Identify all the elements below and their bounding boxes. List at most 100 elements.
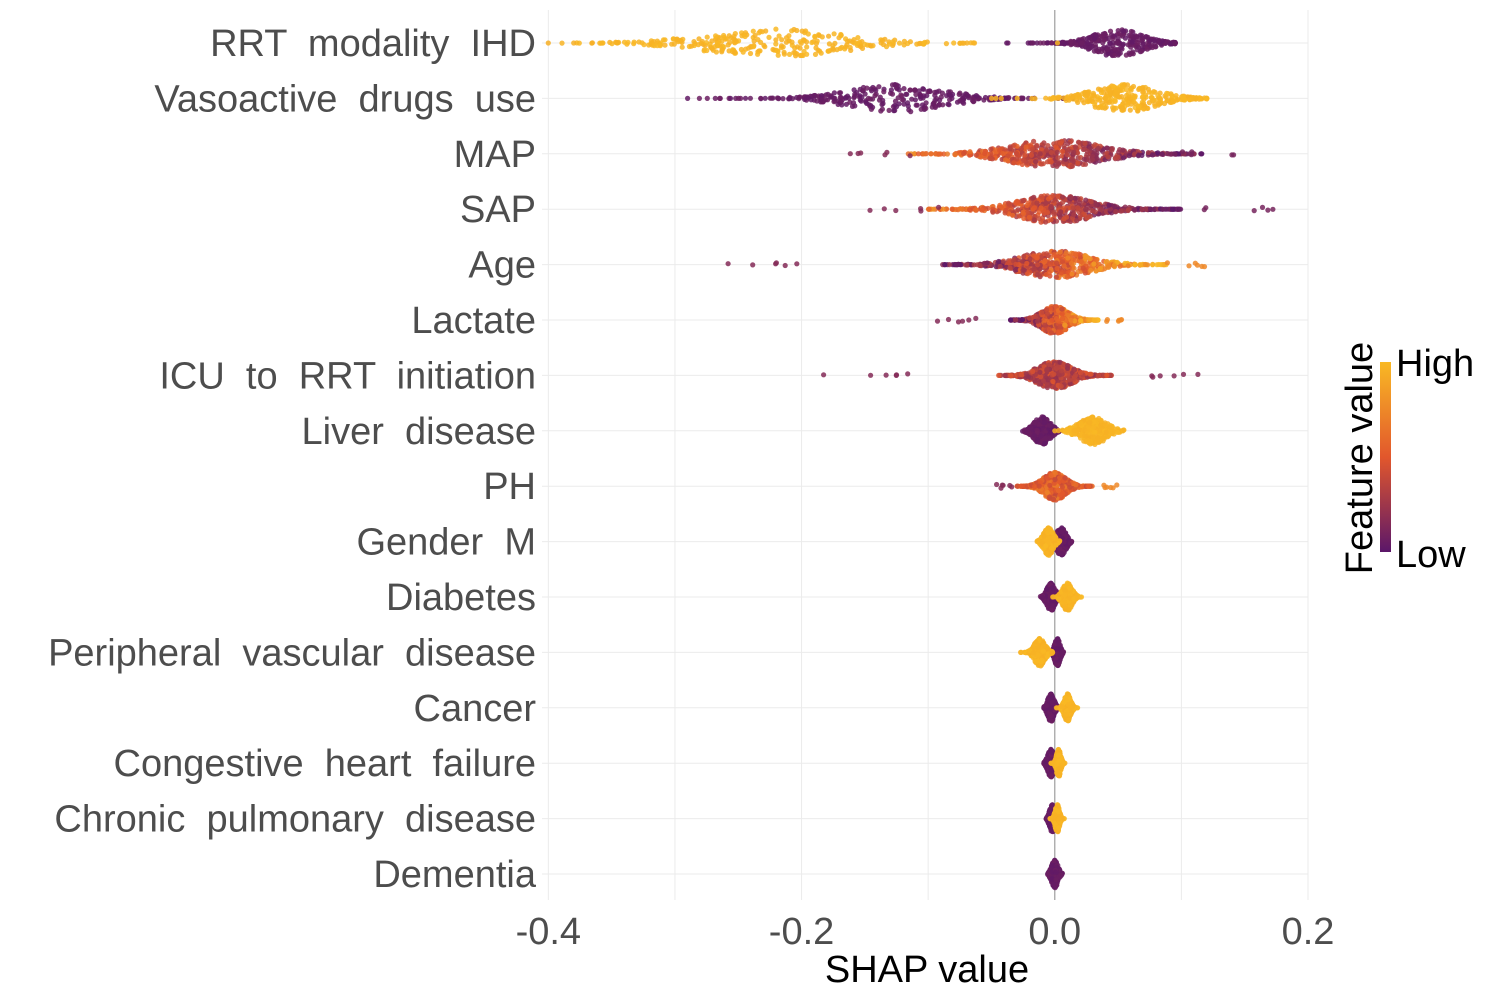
data-point xyxy=(1044,251,1050,257)
data-point xyxy=(814,98,820,104)
data-point xyxy=(1096,46,1102,52)
data-point xyxy=(1075,92,1081,98)
data-point xyxy=(767,95,773,101)
data-point xyxy=(1128,87,1134,93)
data-point xyxy=(996,258,1002,265)
data-point xyxy=(1049,317,1055,323)
data-point xyxy=(1061,205,1067,211)
data-point xyxy=(1087,371,1093,377)
data-point xyxy=(609,41,615,47)
data-point xyxy=(1062,475,1068,481)
data-point xyxy=(1052,428,1058,434)
data-point xyxy=(1036,216,1042,222)
data-point xyxy=(786,33,792,39)
data-point xyxy=(776,33,782,39)
data-point xyxy=(1008,373,1014,379)
data-point xyxy=(946,102,952,108)
data-point xyxy=(1044,489,1050,495)
data-point xyxy=(1019,258,1025,264)
data-point xyxy=(1128,28,1134,35)
data-point xyxy=(1098,422,1104,428)
data-point xyxy=(1118,105,1124,111)
data-point xyxy=(1112,97,1118,103)
data-point xyxy=(1140,89,1146,95)
data-point xyxy=(1050,193,1056,199)
data-point xyxy=(1055,364,1061,370)
data-point xyxy=(651,43,657,49)
data-point xyxy=(915,151,922,157)
data-point xyxy=(1101,37,1107,43)
data-point xyxy=(1068,38,1074,44)
data-point xyxy=(782,262,788,269)
data-point xyxy=(917,40,923,46)
data-point xyxy=(947,97,953,103)
data-point xyxy=(1070,156,1076,162)
data-point xyxy=(1129,39,1135,45)
data-point xyxy=(1044,383,1050,389)
data-point xyxy=(1054,260,1060,266)
data-point xyxy=(1021,157,1027,163)
data-point xyxy=(1020,211,1026,217)
data-point xyxy=(800,37,807,43)
data-point xyxy=(971,262,977,268)
data-point xyxy=(1034,272,1041,278)
data-point xyxy=(1085,40,1091,46)
data-point xyxy=(957,206,963,212)
data-point xyxy=(823,97,829,103)
data-point xyxy=(1047,262,1054,268)
data-point xyxy=(914,102,920,108)
data-point xyxy=(654,38,660,44)
data-point xyxy=(848,47,854,54)
data-point xyxy=(1135,44,1142,50)
data-point xyxy=(1178,206,1184,212)
data-point xyxy=(889,82,896,88)
data-point xyxy=(837,90,844,96)
data-point xyxy=(901,38,908,45)
data-point xyxy=(1034,417,1040,423)
data-point xyxy=(750,28,756,34)
data-point xyxy=(1031,205,1037,211)
data-point xyxy=(1006,260,1012,266)
data-point xyxy=(901,86,907,92)
data-point xyxy=(994,481,1000,488)
data-point xyxy=(1008,317,1014,323)
data-point xyxy=(909,96,915,102)
data-point xyxy=(882,152,888,158)
data-point xyxy=(814,38,820,44)
data-point xyxy=(695,42,702,48)
data-point xyxy=(989,95,995,101)
data-point xyxy=(831,95,837,101)
data-point xyxy=(838,31,844,38)
data-point xyxy=(1071,150,1077,156)
data-point xyxy=(1108,32,1115,38)
data-point xyxy=(1091,261,1097,267)
data-point xyxy=(812,33,818,40)
data-point xyxy=(773,261,779,267)
data-point xyxy=(932,104,939,110)
data-point xyxy=(843,44,849,50)
data-point xyxy=(899,97,906,103)
data-point xyxy=(1071,265,1077,271)
data-point xyxy=(1031,194,1037,200)
data-point xyxy=(1145,105,1151,111)
data-point xyxy=(1029,40,1035,46)
data-point xyxy=(960,93,966,99)
data-point xyxy=(1164,90,1170,96)
data-point xyxy=(1048,472,1054,479)
data-point xyxy=(831,90,838,96)
data-point xyxy=(1136,86,1142,92)
data-point xyxy=(879,106,886,112)
data-point xyxy=(725,261,731,267)
data-point xyxy=(755,37,761,43)
data-point xyxy=(1024,260,1030,266)
data-point xyxy=(931,100,937,106)
data-point xyxy=(921,40,927,47)
data-point xyxy=(826,41,833,47)
data-point xyxy=(662,37,668,43)
data-point xyxy=(1075,99,1081,105)
data-point xyxy=(1019,372,1025,378)
data-point xyxy=(979,207,985,213)
data-point xyxy=(1105,46,1111,53)
data-point xyxy=(559,40,565,46)
data-point xyxy=(1013,261,1019,267)
